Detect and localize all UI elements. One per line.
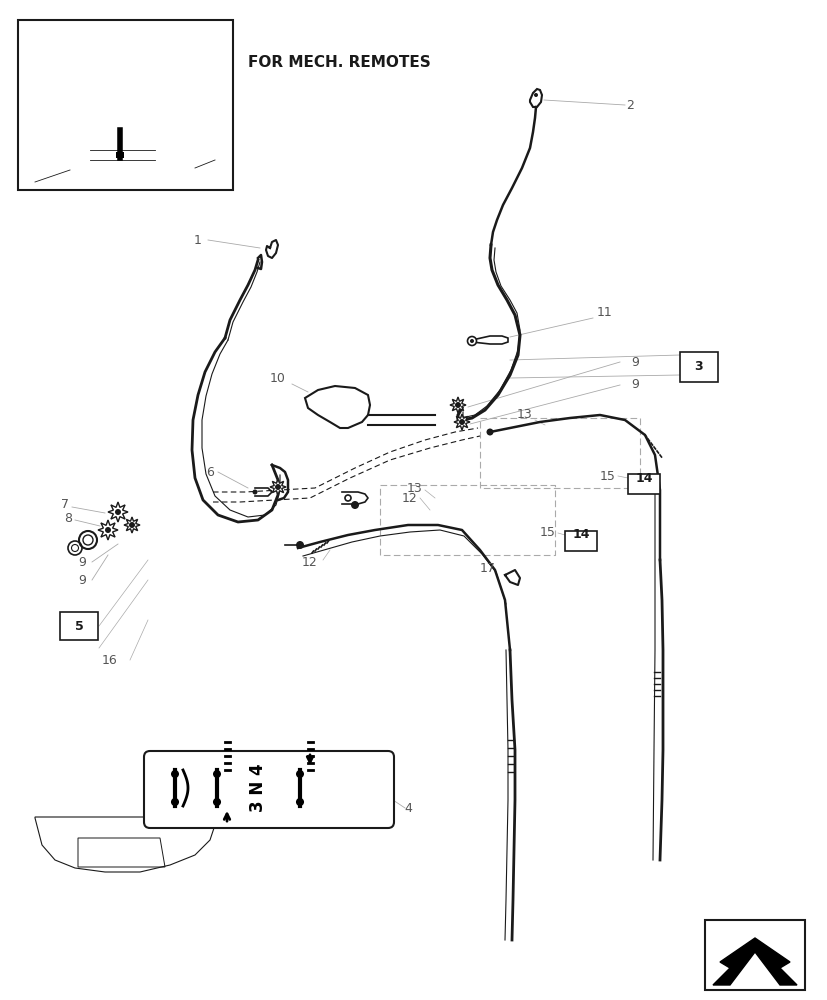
Circle shape (115, 509, 121, 515)
Text: 9: 9 (630, 378, 638, 391)
Text: 9: 9 (630, 356, 638, 368)
Text: 8: 8 (64, 512, 72, 524)
FancyBboxPatch shape (144, 751, 394, 828)
Circle shape (351, 501, 359, 509)
Text: 6: 6 (206, 466, 213, 479)
Circle shape (252, 489, 257, 494)
Text: 7: 7 (61, 498, 69, 512)
Circle shape (458, 419, 465, 425)
Text: 15: 15 (600, 470, 615, 483)
Text: 3: 3 (694, 360, 702, 373)
Text: FOR MECH. REMOTES: FOR MECH. REMOTES (248, 55, 430, 70)
Text: 14: 14 (571, 528, 589, 542)
Circle shape (533, 93, 538, 97)
Bar (679, 352, 717, 382)
Text: 12: 12 (402, 491, 418, 504)
Bar (704, 920, 804, 990)
Text: 5: 5 (74, 619, 84, 632)
Polygon shape (529, 89, 542, 107)
Text: 9: 9 (78, 574, 86, 586)
Text: 4: 4 (404, 801, 412, 814)
Text: 11: 11 (596, 306, 612, 318)
Text: 14: 14 (634, 472, 652, 485)
Text: 13: 13 (517, 408, 533, 422)
Text: 17: 17 (480, 562, 495, 574)
Polygon shape (471, 336, 508, 344)
Text: 1: 1 (194, 233, 202, 246)
Bar (60, 612, 98, 640)
Circle shape (455, 402, 461, 408)
Bar (116, 152, 124, 158)
Polygon shape (453, 414, 470, 430)
Text: 3 N 4: 3 N 4 (249, 764, 266, 812)
Circle shape (105, 527, 111, 533)
Text: 9: 9 (78, 556, 86, 568)
Circle shape (295, 770, 304, 778)
Circle shape (275, 484, 280, 490)
Polygon shape (270, 479, 285, 495)
Circle shape (470, 339, 473, 343)
Circle shape (486, 428, 493, 436)
Text: 13: 13 (407, 482, 423, 494)
Polygon shape (124, 517, 140, 533)
Polygon shape (108, 502, 128, 522)
Text: 2: 2 (625, 99, 633, 112)
Circle shape (171, 770, 179, 778)
Circle shape (295, 541, 304, 549)
Bar (18, 20, 232, 190)
Bar (564, 531, 596, 551)
Circle shape (467, 336, 476, 346)
Polygon shape (98, 520, 118, 540)
Circle shape (213, 770, 221, 778)
Text: 15: 15 (539, 526, 555, 540)
Polygon shape (712, 938, 796, 985)
Text: 12: 12 (302, 556, 318, 568)
Text: 16: 16 (102, 654, 117, 666)
Polygon shape (449, 397, 466, 413)
Bar (627, 474, 659, 494)
Text: 10: 10 (270, 371, 285, 384)
Polygon shape (304, 386, 370, 428)
Circle shape (129, 522, 135, 528)
